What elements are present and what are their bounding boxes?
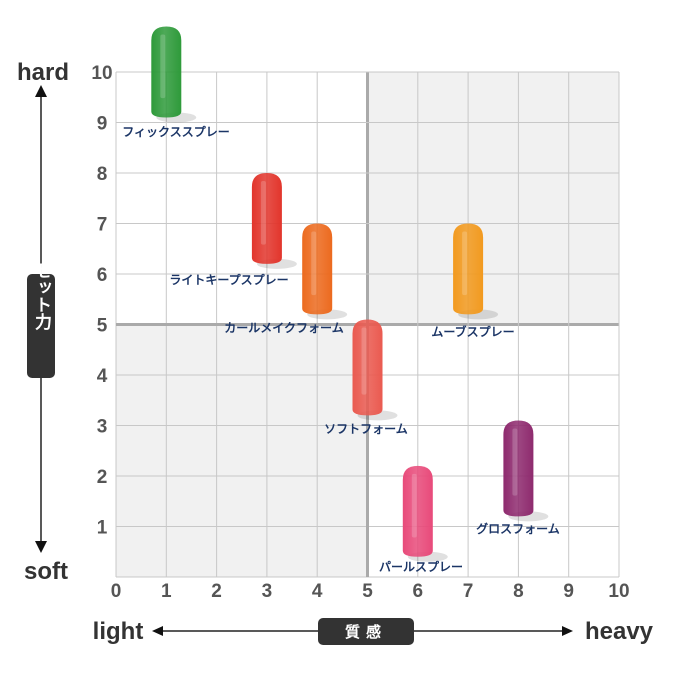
product-label: ソフトフォーム: [324, 422, 408, 436]
y-low-label: soft: [24, 558, 68, 585]
y-axis-title: セット力: [31, 262, 52, 331]
product-bottle-point: ソフトフォーム: [324, 319, 408, 436]
bottle-highlight: [411, 473, 417, 538]
bottle-highlight: [160, 34, 166, 99]
bottle-highlight: [462, 231, 468, 296]
bottle-body: [453, 223, 484, 315]
product-bottle-point: ライトキープスプレー: [169, 173, 297, 287]
x-tick-label: 1: [161, 581, 172, 602]
product-label: カールメイクフォーム: [224, 321, 343, 335]
x-tick-label: 8: [513, 581, 524, 602]
product-label: パールスプレー: [379, 559, 463, 574]
y-axis-title-pill: [27, 274, 55, 378]
down-arrow-icon: [35, 541, 47, 553]
x-tick-label: 7: [463, 581, 474, 602]
y-tick-label: 4: [97, 366, 108, 387]
x-tick-label: 6: [413, 581, 424, 602]
product-bottle-point: ムーブスプレー: [431, 223, 515, 339]
product-bottle-point: フィックススプレー: [122, 26, 230, 139]
x-tick-label: 10: [608, 581, 629, 602]
y-tick-label: 10: [91, 63, 112, 84]
x-tick-label: 2: [211, 581, 222, 602]
bottle-highlight: [361, 327, 367, 395]
bottle-highlight: [512, 428, 518, 496]
x-high-label: heavy: [585, 618, 654, 645]
y-tick-label: 9: [97, 114, 108, 135]
x-tick-label: 4: [312, 581, 323, 602]
left-arrow-icon: [152, 626, 163, 636]
product-bottle-point: カールメイクフォーム: [224, 223, 348, 335]
x-low-label: light: [93, 618, 144, 645]
y-tick-label: 1: [97, 518, 108, 539]
y-tick-label: 8: [97, 164, 108, 185]
product-label: グロスフォーム: [476, 521, 560, 536]
up-arrow-icon: [35, 85, 47, 97]
y-high-label: hard: [17, 59, 69, 86]
bottle-body: [251, 173, 282, 264]
y-tick-label: 7: [97, 215, 108, 236]
shaded-quadrant-bottom-left: [116, 324, 368, 577]
x-axis-title-pill: [318, 618, 414, 645]
product-label: ライトキープスプレー: [169, 272, 288, 287]
shaded-quadrant-top-right: [367, 72, 619, 325]
bottle-body: [402, 465, 433, 557]
product-bottle-point: グロスフォーム: [476, 420, 560, 536]
y-tick-label: 6: [97, 265, 108, 286]
product-bottle-point: パールスプレー: [379, 465, 463, 574]
bottle-body: [151, 26, 182, 118]
bottle-body: [352, 319, 383, 416]
product-label: ムーブスプレー: [431, 324, 514, 339]
y-tick-label: 3: [97, 417, 108, 438]
bottle-body: [503, 420, 534, 517]
bottle-body: [302, 223, 333, 315]
product-label: フィックススプレー: [122, 124, 229, 139]
x-tick-label: 0: [111, 581, 122, 602]
x-tick-label: 3: [262, 581, 273, 602]
x-axis-title: 質感: [345, 623, 387, 641]
y-tick-label: 2: [97, 467, 108, 488]
right-arrow-icon: [562, 626, 573, 636]
bottle-highlight: [260, 181, 266, 245]
x-tick-label: 9: [563, 581, 574, 602]
y-tick-label: 5: [97, 316, 108, 337]
bottle-highlight: [311, 231, 317, 296]
x-tick-label: 5: [362, 581, 373, 602]
